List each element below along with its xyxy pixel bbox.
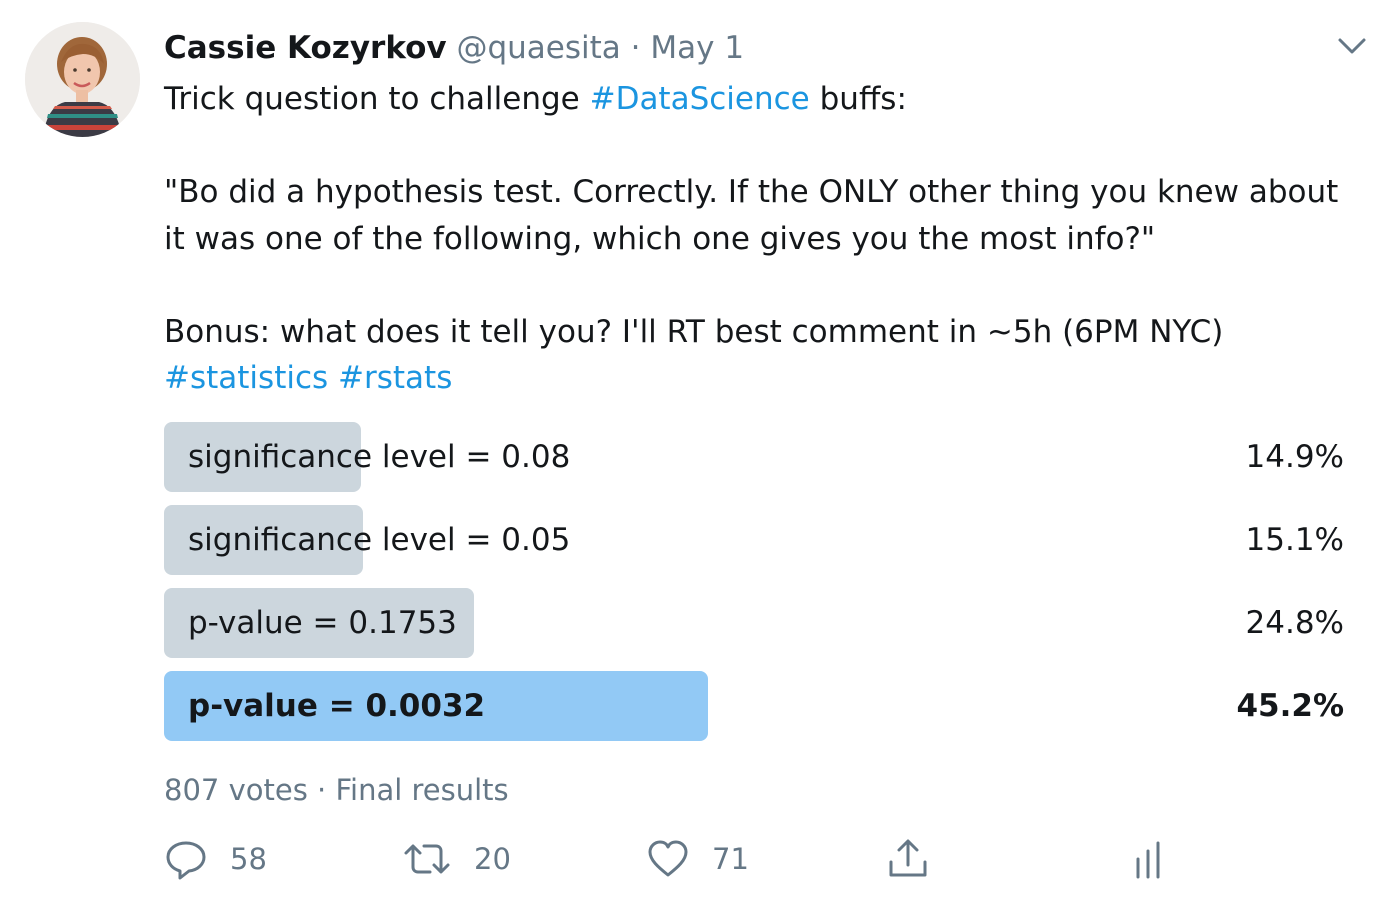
- reply-button[interactable]: 58: [164, 835, 267, 883]
- poll-option-percent: 14.9%: [1245, 439, 1344, 475]
- avatar[interactable]: [25, 22, 140, 137]
- retweet-count: 20: [474, 842, 511, 876]
- poll-bar: [164, 422, 361, 492]
- poll-option-label: significance level = 0.05: [188, 522, 571, 558]
- analytics-button[interactable]: [1128, 835, 1168, 883]
- analytics-icon: [1128, 837, 1168, 881]
- author-name[interactable]: Cassie Kozyrkov: [164, 30, 447, 66]
- tweet-hashtags-line: #statistics #rstats: [164, 355, 1374, 402]
- reply-count: 58: [230, 842, 267, 876]
- poll-option-label: p-value = 0.0032: [188, 688, 486, 724]
- poll-option-percent: 24.8%: [1245, 605, 1344, 641]
- share-icon: [886, 837, 930, 881]
- tweet-line-intro: Trick question to challenge #DataScience…: [164, 76, 1374, 123]
- tweet-bonus-line: Bonus: what does it tell you? I'll RT be…: [164, 313, 1224, 350]
- poll-option: significance level = 0.05 15.1%: [164, 505, 1344, 575]
- tweet-date[interactable]: May 1: [650, 30, 745, 66]
- retweet-icon: [402, 837, 452, 881]
- poll-option-percent: 45.2%: [1236, 688, 1344, 724]
- poll-bar: [164, 588, 474, 658]
- tweet-text: Trick question to challenge #DataScience…: [164, 76, 1374, 402]
- hashtag-datascience[interactable]: #DataScience: [589, 81, 810, 117]
- avatar-image: [25, 22, 140, 137]
- poll-option-percent: 15.1%: [1245, 522, 1344, 558]
- poll-option-label: significance level = 0.08: [188, 439, 571, 475]
- poll-bar: [164, 505, 363, 575]
- header-separator: ·: [630, 30, 641, 66]
- poll-option: p-value = 0.1753 24.8%: [164, 588, 1344, 658]
- poll-option-winner: p-value = 0.0032 45.2%: [164, 671, 1344, 741]
- like-count: 71: [712, 842, 749, 876]
- poll-bar: [164, 671, 708, 741]
- tweet-quote-line-1: "Bo did a hypothesis test. Correctly. If…: [164, 174, 1339, 210]
- tweet-header: Cassie Kozyrkov @quaesita · May 1: [164, 28, 744, 68]
- heart-icon: [646, 837, 690, 881]
- hashtag-statistics[interactable]: #statistics: [164, 360, 329, 396]
- tweet-text-segment: Trick question to challenge: [164, 81, 590, 117]
- tweet-quote-line-2: it was one of the following, which one g…: [164, 220, 1156, 257]
- tweet-text-segment: buffs:: [809, 81, 907, 117]
- poll-meta: 807 votes · Final results: [164, 773, 509, 807]
- retweet-button[interactable]: 20: [402, 835, 511, 883]
- hashtag-rstats[interactable]: #rstats: [338, 360, 453, 396]
- poll-option-label: p-value = 0.1753: [188, 605, 457, 641]
- share-button[interactable]: [886, 835, 930, 883]
- chevron-down-icon[interactable]: [1334, 34, 1370, 58]
- poll-option: significance level = 0.08 14.9%: [164, 422, 1344, 492]
- like-button[interactable]: 71: [646, 835, 749, 883]
- reply-icon: [164, 837, 208, 881]
- author-handle[interactable]: @quaesita: [456, 30, 621, 66]
